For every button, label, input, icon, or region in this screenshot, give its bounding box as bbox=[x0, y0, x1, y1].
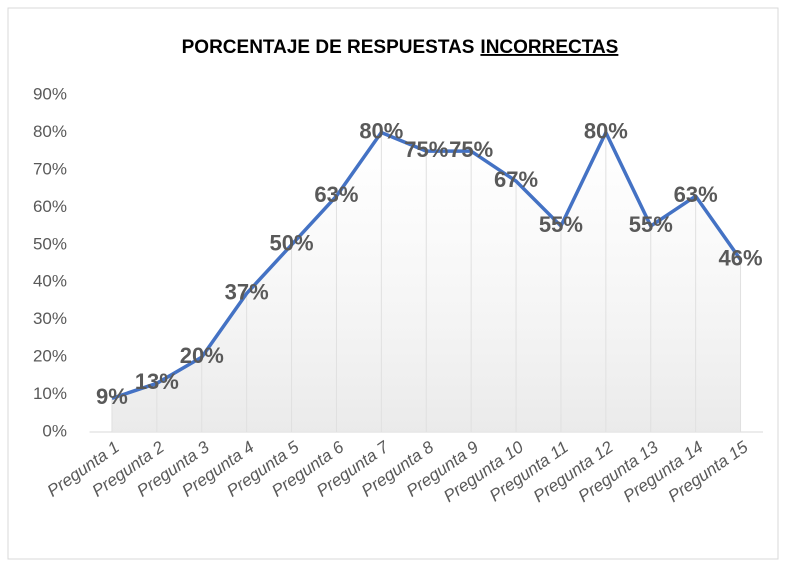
y-tick-label: 70% bbox=[33, 159, 67, 178]
data-label: 37% bbox=[225, 279, 269, 304]
chart-title: PORCENTAJE DE RESPUESTAS INCORRECTAS bbox=[182, 37, 619, 58]
data-label: 80% bbox=[584, 118, 628, 143]
data-label: 75% bbox=[449, 137, 493, 162]
data-label: 13% bbox=[135, 369, 179, 394]
data-label: 50% bbox=[270, 231, 314, 256]
y-tick-label: 90% bbox=[33, 84, 67, 103]
data-label: 55% bbox=[539, 212, 583, 237]
data-label: 75% bbox=[404, 137, 448, 162]
data-label: 9% bbox=[96, 384, 128, 409]
y-tick-label: 20% bbox=[33, 347, 67, 366]
y-tick-label: 10% bbox=[33, 384, 67, 403]
title-part: PORCENTAJE DE RESPUESTAS bbox=[182, 37, 475, 58]
y-tick-label: 80% bbox=[33, 122, 67, 141]
line bbox=[111, 130, 742, 400]
data-label: 63% bbox=[674, 182, 718, 207]
data-label: 80% bbox=[359, 118, 403, 143]
y-tick-label: 40% bbox=[33, 272, 67, 291]
data-label: 63% bbox=[314, 182, 358, 207]
y-tick-label: 60% bbox=[33, 197, 67, 216]
data-label: 20% bbox=[180, 343, 224, 368]
data-label: 55% bbox=[629, 212, 673, 237]
y-tick-label: 30% bbox=[33, 309, 67, 328]
data-label: 46% bbox=[719, 246, 763, 271]
y-tick-label: 0% bbox=[42, 421, 67, 440]
data-label: 67% bbox=[494, 167, 538, 192]
title-emphasis: INCORRECTAS bbox=[480, 37, 618, 58]
y-tick-label: 50% bbox=[33, 234, 67, 253]
